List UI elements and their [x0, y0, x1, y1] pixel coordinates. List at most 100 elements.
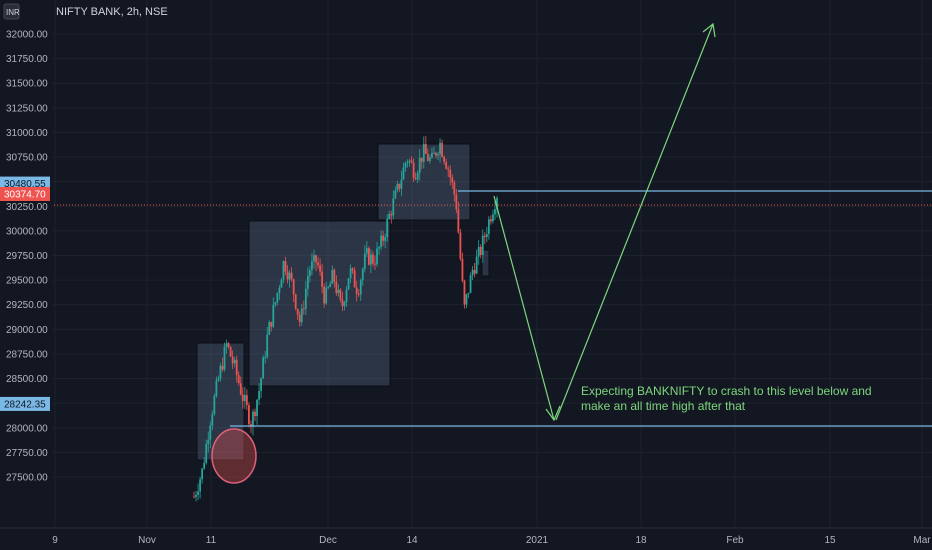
candle-body: [331, 269, 334, 284]
symbol-title: NIFTY BANK, 2h, NSE: [56, 6, 168, 18]
candle-body: [195, 494, 197, 497]
y-tick-label: 28500.00: [6, 374, 48, 385]
candle-body: [219, 365, 222, 379]
price-badge-label: 28242.35: [4, 399, 46, 410]
candle-body: [292, 279, 295, 295]
candle-body: [487, 219, 490, 235]
candle-body: [278, 287, 281, 293]
up-arrow-line: [555, 23, 714, 421]
candle-body: [199, 479, 202, 492]
candle-body: [378, 247, 380, 249]
candle-body: [276, 292, 279, 303]
y-tick-label: 30750.00: [6, 153, 48, 164]
candle-body: [243, 395, 246, 402]
candle-body: [439, 142, 441, 155]
candle-body: [496, 197, 498, 210]
candle-body: [266, 334, 269, 358]
annotation-line-1: Expecting BANKNIFTY to crash to this lev…: [581, 384, 872, 398]
candle-body: [422, 143, 425, 162]
grid: [52, 0, 932, 528]
x-tick-label: 2021: [526, 535, 549, 546]
candle-body: [416, 172, 419, 180]
candle-body: [355, 287, 358, 294]
candle-body: [398, 183, 401, 189]
candle-body: [323, 286, 326, 304]
candle-body: [284, 261, 287, 272]
candle-body: [483, 235, 486, 238]
candle-body: [435, 152, 437, 156]
candle-body: [469, 275, 472, 293]
y-tick-label: 29000.00: [6, 325, 48, 336]
candle-body: [262, 357, 265, 379]
candle-body: [461, 258, 464, 281]
x-axis: 9 Nov 11 Dec 14 2021 18 Feb 15 Mar: [52, 535, 931, 546]
candle-body: [274, 302, 277, 305]
candle-body: [207, 439, 210, 444]
candle-body: [449, 169, 452, 178]
consolidation-box-4: [481, 249, 490, 277]
candle-body: [424, 143, 427, 154]
candle-body: [359, 280, 362, 295]
candle-body: [367, 248, 370, 265]
candle-body: [408, 160, 411, 162]
candle-body: [333, 269, 336, 282]
candle-body: [217, 378, 220, 381]
candle-body: [459, 232, 462, 259]
candle-body: [414, 178, 417, 180]
candle-body: [329, 283, 332, 288]
x-tick-label: 14: [406, 535, 418, 546]
price-badge-label: 30480.55: [4, 179, 46, 190]
y-tick-label: 27500.00: [6, 473, 48, 484]
candle-body: [372, 254, 374, 264]
up-arrowhead: [702, 22, 716, 38]
candle-body: [306, 276, 309, 289]
candle-body: [420, 157, 423, 162]
candle-body: [343, 302, 346, 307]
x-tick-label: 15: [824, 535, 836, 546]
candle-body: [211, 414, 214, 426]
candle-body: [431, 152, 433, 158]
currency-badge[interactable]: [3, 3, 20, 20]
candle-body: [252, 411, 254, 427]
candle-body: [327, 287, 330, 289]
candle-body: [441, 142, 443, 157]
candle-body: [345, 289, 348, 303]
y-tick-label: 31250.00: [6, 103, 48, 114]
x-tick-label: 18: [635, 535, 647, 546]
candle-body: [475, 256, 478, 274]
candle-body: [394, 190, 397, 199]
candle-body: [286, 271, 289, 280]
x-tick-label: 11: [206, 535, 217, 546]
candle-body: [233, 359, 236, 364]
candle-body: [386, 218, 389, 238]
price-badge-label: 30374.70: [4, 190, 46, 201]
candle-body: [213, 395, 216, 415]
candle-body: [390, 214, 393, 216]
x-tick-label: Dec: [319, 535, 337, 546]
price-badge: [0, 396, 50, 411]
candle-body: [445, 161, 448, 169]
candle-body: [457, 209, 460, 233]
y-tick-label: 29500.00: [6, 276, 48, 287]
candlesticks: [193, 135, 498, 502]
candle-body: [335, 281, 338, 294]
candle-body: [485, 234, 488, 238]
candle-body: [215, 380, 218, 396]
candle-body: [321, 271, 324, 287]
candle-body: [227, 343, 230, 347]
candle-body: [382, 235, 385, 241]
candle-body: [309, 270, 311, 277]
candle-body: [231, 356, 234, 364]
candle-body: [443, 156, 446, 162]
candle-body: [288, 272, 291, 280]
candle-body: [365, 248, 368, 254]
candle-body: [311, 261, 313, 271]
candle-body: [245, 395, 248, 406]
candle-body: [239, 383, 242, 395]
candle-body: [235, 359, 238, 376]
x-tick-label: Nov: [138, 535, 156, 546]
y-tick-label: 31000.00: [6, 128, 48, 139]
candle-body: [203, 462, 206, 469]
candle-body: [396, 183, 399, 191]
